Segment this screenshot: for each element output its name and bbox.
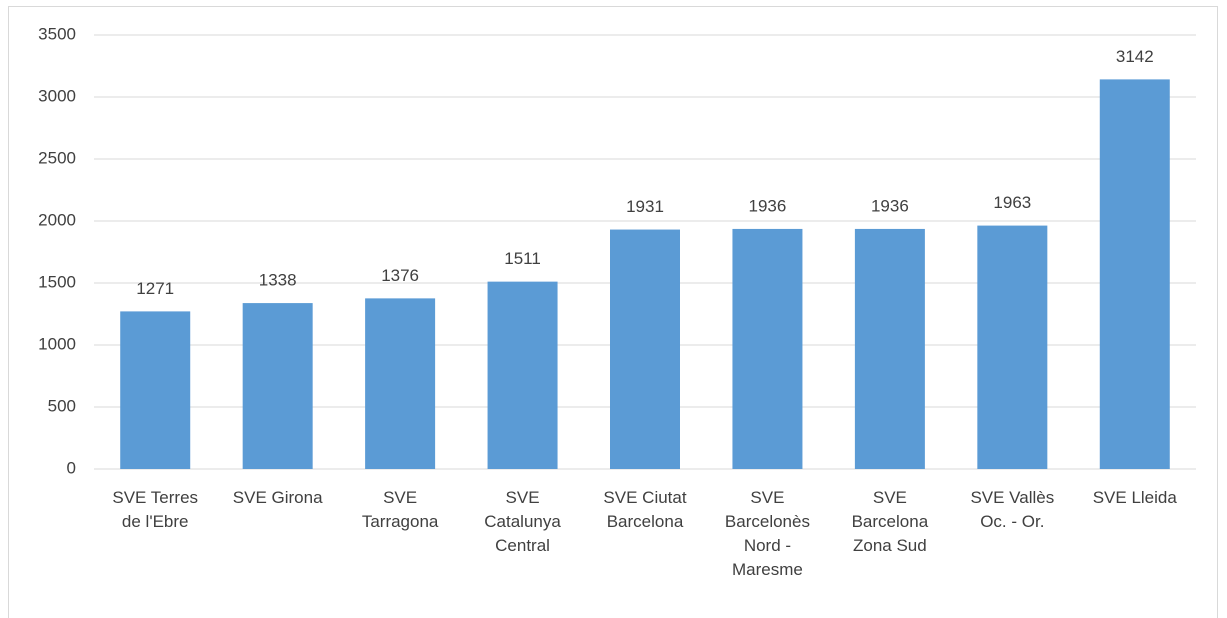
y-tick-label: 1000 <box>38 334 76 353</box>
chart-frame <box>8 6 1218 618</box>
data-label: 1963 <box>993 193 1031 212</box>
y-tick-label: 1500 <box>38 272 76 291</box>
x-tick-label: SVE Lleida <box>1092 488 1177 507</box>
x-tick-label: SVE Tarragona <box>361 488 439 531</box>
x-tick-label: SVE Girona <box>232 488 323 507</box>
data-label: 3142 <box>1116 47 1154 66</box>
y-tick-label: 3500 <box>38 24 76 43</box>
data-label: 1931 <box>626 197 664 216</box>
y-tick-label: 0 <box>67 458 76 477</box>
bar <box>120 311 191 469</box>
y-tick-label: 2500 <box>38 148 76 167</box>
data-label: 1271 <box>136 279 174 298</box>
data-label: 1376 <box>381 266 419 285</box>
data-label: 1936 <box>871 196 909 215</box>
bar <box>1099 79 1170 469</box>
y-tick-label: 500 <box>48 396 76 415</box>
x-tick-label: SVE Catalunya Central <box>484 488 561 555</box>
x-tick-label: SVE Barcelona Zona Sud <box>851 488 929 555</box>
x-tick-label: SVE Ciutat Barcelona <box>603 488 687 531</box>
x-tick-label: SVE Barcelonès Nord - Maresme <box>724 488 810 579</box>
bar <box>242 303 313 469</box>
bar <box>977 225 1048 469</box>
x-tick-label: SVE Vallès Oc. - Or. <box>970 488 1055 531</box>
data-label: 1511 <box>504 249 541 268</box>
data-label: 1936 <box>749 196 787 215</box>
bar <box>610 229 680 469</box>
y-tick-label: 3000 <box>38 86 76 105</box>
bar <box>365 298 436 469</box>
x-tick-label: SVE Terres de l'Ebre <box>112 488 199 531</box>
bar <box>732 228 803 469</box>
bar <box>854 228 925 469</box>
y-tick-label: 2000 <box>38 210 76 229</box>
data-label: 1338 <box>259 271 297 290</box>
bar <box>487 281 558 469</box>
